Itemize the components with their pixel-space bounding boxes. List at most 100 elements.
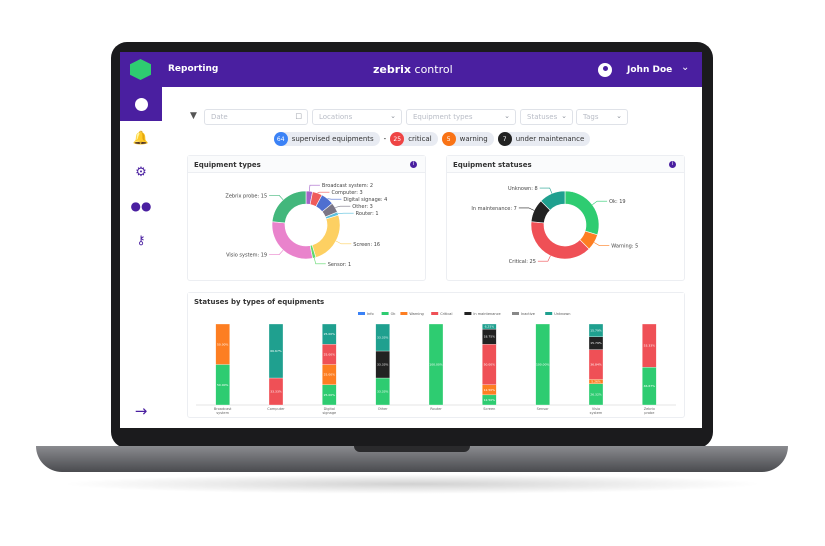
donut-slice[interactable] <box>311 214 341 258</box>
summary-maintenance: 7 under maintenance <box>497 132 591 146</box>
top-bar: Reporting zebrix control John Doe ⌄ <box>120 52 702 87</box>
summary-warning: 5 warning <box>441 132 494 146</box>
legend-label[interactable]: Critical <box>440 312 452 316</box>
user-avatar-icon[interactable] <box>598 63 612 77</box>
donut-slice[interactable] <box>271 221 313 260</box>
donut-slice[interactable] <box>564 190 600 236</box>
card-title: Equipment types <box>188 156 425 173</box>
summary-bar: 64 supervised equipments - 25 critical 5 wa… <box>162 132 702 146</box>
gears-icon: ⚙ <box>135 164 147 180</box>
bar-value-label: 50.00% <box>217 342 229 346</box>
legend-label[interactable]: Inactive <box>521 312 535 316</box>
sidebar-item-users[interactable]: ●● <box>120 189 162 223</box>
filter-icon: ▼ <box>190 111 197 121</box>
bar-segment[interactable] <box>375 323 390 352</box>
legend-swatch[interactable] <box>400 312 408 315</box>
bar-segment[interactable] <box>322 323 337 345</box>
tags-filter[interactable]: Tags ⌄ <box>576 109 628 125</box>
logo-icon[interactable] <box>130 59 151 80</box>
info-icon[interactable]: i <box>410 161 417 168</box>
arrow-right-icon: → <box>134 402 148 420</box>
sidebar-item-keys[interactable]: ⚷ <box>120 223 162 257</box>
sidebar-item-dashboard[interactable] <box>120 87 162 121</box>
legend-label[interactable]: Info <box>367 312 374 316</box>
bar-value-label: 25.00% <box>324 373 336 377</box>
legend-label[interactable]: Warning <box>409 312 423 316</box>
sidebar-item-settings[interactable]: ⚙ <box>120 155 162 189</box>
slice-label: Broadcast system: 2 <box>322 183 373 189</box>
bar-value-label: 36.84% <box>590 363 602 367</box>
bar-value-label: 53.33% <box>644 344 656 348</box>
bar-value-label: 100.00% <box>536 363 549 367</box>
bar-value-label: 25.00% <box>324 332 336 336</box>
bar-value-label: 33.33% <box>377 363 389 367</box>
legend-label[interactable]: Unknown <box>554 312 570 316</box>
key-icon: ⚷ <box>136 233 146 247</box>
bar-value-label: 50.00% <box>217 383 229 387</box>
date-filter[interactable]: Date □ <box>204 109 308 125</box>
donut-slice[interactable] <box>530 221 590 260</box>
equipment-statuses-donut: Ok: 19 Warning: 5 Critical: 25 In maintenan… <box>471 186 638 265</box>
count-badge: 5 <box>441 132 456 146</box>
legend-swatch[interactable] <box>545 312 553 315</box>
statuses-filter[interactable]: Statuses ⌄ <box>520 109 573 125</box>
summary-supervised: 64 supervised equipments <box>273 132 380 146</box>
donut-slice[interactable] <box>271 190 307 224</box>
x-tick-label: Zebrix <box>644 407 655 411</box>
bar-segment[interactable] <box>268 323 284 379</box>
bar-value-label: 25.00% <box>324 393 336 397</box>
label-leader <box>539 187 553 194</box>
label-leader <box>335 240 352 245</box>
bar-segment[interactable] <box>482 323 497 330</box>
x-tick-label: probe <box>644 411 654 415</box>
summary-label: warning <box>459 135 488 143</box>
label-leader <box>313 257 326 265</box>
legend-swatch[interactable] <box>431 312 439 315</box>
info-icon[interactable]: i <box>669 161 676 168</box>
users-icon: ●● <box>130 199 152 213</box>
bar-segment[interactable] <box>535 323 550 406</box>
slice-label: Ok: 19 <box>609 199 625 205</box>
legend-swatch[interactable] <box>358 312 365 315</box>
sidebar-expand-button[interactable]: → <box>120 394 162 428</box>
user-name[interactable]: John Doe <box>627 65 673 75</box>
count-badge: 25 <box>390 132 405 146</box>
label-leader <box>592 200 608 205</box>
label-leader <box>518 207 535 211</box>
x-tick-label: Router <box>430 407 442 411</box>
summary-label: under maintenance <box>515 135 585 143</box>
slice-label: Router: 1 <box>356 211 379 217</box>
locations-filter[interactable]: Locations ⌄ <box>312 109 402 125</box>
bar-segment[interactable] <box>642 323 657 368</box>
label-leader <box>594 242 610 246</box>
x-tick-label: Digital <box>324 407 335 411</box>
legend-label[interactable]: In maintenance <box>473 312 500 316</box>
chevron-down-icon: ⌄ <box>390 112 396 120</box>
slice-label: Zebrix probe: 15 <box>225 193 267 199</box>
legend-swatch[interactable] <box>512 312 519 315</box>
legend-swatch[interactable] <box>464 312 472 315</box>
legend-swatch[interactable] <box>381 312 389 315</box>
main-content: ▼ Date □ Locations ⌄ Equipment types ⌄ Stat… <box>162 87 702 428</box>
chevron-down-icon[interactable]: ⌄ <box>681 62 690 73</box>
bar-value-label: 12.50% <box>484 388 496 392</box>
bar-segment[interactable] <box>215 323 230 365</box>
bar-value-label: 15.79% <box>590 328 602 332</box>
bar-segment[interactable] <box>588 323 604 337</box>
app-screen: Reporting zebrix control John Doe ⌄ 🔔 ⚙ … <box>120 52 702 428</box>
slice-label: Warning: 5 <box>611 244 638 250</box>
laptop-shadow <box>60 474 765 494</box>
x-tick-label: Broadcast <box>214 407 232 411</box>
label-leader <box>269 249 284 255</box>
donut-slice[interactable] <box>540 190 566 211</box>
legend-label[interactable]: Ok <box>391 312 397 316</box>
app-title: zebrix control <box>373 63 453 76</box>
bar-value-label: 26.32% <box>590 392 602 396</box>
bar-value-label: 5.26% <box>591 380 601 384</box>
calendar-icon[interactable]: □ <box>295 112 302 120</box>
bar-segment[interactable] <box>428 323 444 406</box>
slice-label: In maintenance: 7 <box>471 206 516 212</box>
equipment-types-filter[interactable]: Equipment types ⌄ <box>406 109 516 125</box>
sidebar-item-alerts[interactable]: 🔔 <box>120 121 162 155</box>
x-tick-label: system <box>216 411 229 415</box>
